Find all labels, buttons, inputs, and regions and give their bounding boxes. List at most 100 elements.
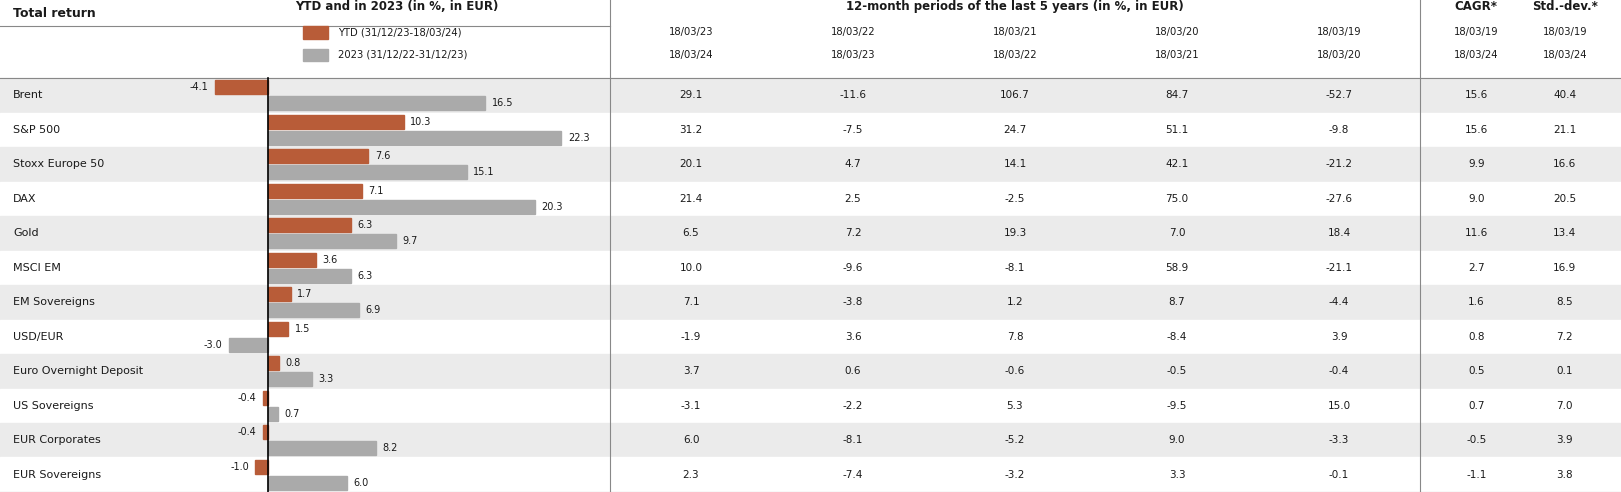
Text: EUR Corporates: EUR Corporates — [13, 435, 101, 445]
Text: 1.2: 1.2 — [1007, 297, 1023, 307]
Text: -8.1: -8.1 — [843, 435, 864, 445]
Bar — [0, 319, 1621, 354]
Text: 7.6: 7.6 — [374, 151, 391, 161]
Text: -21.1: -21.1 — [1326, 263, 1352, 273]
Text: 18/03/23: 18/03/23 — [669, 28, 713, 37]
Text: 22.3: 22.3 — [567, 133, 590, 143]
Text: -7.5: -7.5 — [843, 125, 864, 135]
Bar — [269, 184, 361, 198]
Text: -0.1: -0.1 — [1329, 470, 1349, 480]
Text: -3.1: -3.1 — [681, 401, 702, 411]
Text: -2.5: -2.5 — [1005, 194, 1024, 204]
Bar — [269, 149, 368, 163]
Text: 0.5: 0.5 — [1469, 366, 1485, 376]
Text: 11.6: 11.6 — [1465, 228, 1488, 238]
Text: 1.6: 1.6 — [1469, 297, 1485, 307]
Bar — [269, 96, 485, 110]
Bar — [269, 200, 535, 214]
Bar — [0, 250, 1621, 285]
Text: 18/03/23: 18/03/23 — [830, 50, 875, 60]
Text: 51.1: 51.1 — [1165, 125, 1188, 135]
Text: 18/03/22: 18/03/22 — [992, 50, 1037, 60]
Text: -21.2: -21.2 — [1326, 159, 1352, 169]
Text: -2.2: -2.2 — [843, 401, 864, 411]
Bar — [0, 113, 1621, 147]
Text: 18/03/21: 18/03/21 — [992, 28, 1037, 37]
Text: 18/03/20: 18/03/20 — [1154, 28, 1200, 37]
Text: YTD and in 2023 (in %, in EUR): YTD and in 2023 (in %, in EUR) — [295, 0, 498, 13]
Text: 15.0: 15.0 — [1328, 401, 1350, 411]
Text: 13.4: 13.4 — [1553, 228, 1576, 238]
Text: 3.9: 3.9 — [1556, 435, 1572, 445]
Text: 3.6: 3.6 — [845, 332, 861, 342]
Text: 58.9: 58.9 — [1165, 263, 1188, 273]
Text: -3.3: -3.3 — [1329, 435, 1349, 445]
Text: 1.5: 1.5 — [295, 324, 310, 334]
Bar — [269, 115, 404, 129]
Text: 0.7: 0.7 — [1469, 401, 1485, 411]
Text: 2.7: 2.7 — [1469, 263, 1485, 273]
Bar — [0, 354, 1621, 389]
Bar — [269, 234, 396, 248]
Text: 15.6: 15.6 — [1465, 125, 1488, 135]
Text: -9.8: -9.8 — [1329, 125, 1349, 135]
Text: 7.2: 7.2 — [1556, 332, 1572, 342]
Bar — [269, 287, 290, 301]
Bar — [269, 303, 360, 317]
Text: 18/03/24: 18/03/24 — [669, 50, 713, 60]
Text: 24.7: 24.7 — [1003, 125, 1026, 135]
Text: MSCI EM: MSCI EM — [13, 263, 62, 273]
Bar — [269, 218, 352, 232]
Text: 20.5: 20.5 — [1553, 194, 1576, 204]
Text: US Sovereigns: US Sovereigns — [13, 401, 94, 411]
Text: 16.6: 16.6 — [1553, 159, 1576, 169]
Text: 18/03/21: 18/03/21 — [1154, 50, 1200, 60]
Text: 6.3: 6.3 — [358, 220, 373, 230]
Text: 9.0: 9.0 — [1169, 435, 1185, 445]
Text: 9.0: 9.0 — [1469, 194, 1485, 204]
Text: 3.6: 3.6 — [323, 255, 337, 265]
Text: 2.3: 2.3 — [682, 470, 699, 480]
Text: Total return: Total return — [13, 6, 96, 20]
Bar — [269, 269, 352, 283]
Text: Euro Overnight Deposit: Euro Overnight Deposit — [13, 366, 143, 376]
Bar — [214, 80, 269, 94]
Bar — [0, 216, 1621, 250]
Bar — [0, 285, 1621, 319]
Text: DAX: DAX — [13, 194, 36, 204]
Text: -1.1: -1.1 — [1465, 470, 1486, 480]
Text: 0.6: 0.6 — [845, 366, 861, 376]
Bar — [0, 78, 1621, 113]
Text: EM Sovereigns: EM Sovereigns — [13, 297, 96, 307]
Text: 2023 (31/12/22-31/12/23): 2023 (31/12/22-31/12/23) — [339, 50, 467, 60]
Text: -52.7: -52.7 — [1326, 90, 1352, 100]
Text: 9.7: 9.7 — [402, 236, 418, 246]
Text: -0.4: -0.4 — [238, 427, 256, 437]
Text: 0.8: 0.8 — [1469, 332, 1485, 342]
Text: 9.9: 9.9 — [1469, 159, 1485, 169]
Text: 31.2: 31.2 — [679, 125, 702, 135]
Text: 42.1: 42.1 — [1165, 159, 1188, 169]
Text: -3.0: -3.0 — [204, 340, 222, 350]
Text: 15.1: 15.1 — [473, 167, 494, 177]
Text: -3.8: -3.8 — [843, 297, 864, 307]
Text: 0.7: 0.7 — [284, 409, 300, 419]
Bar — [269, 372, 311, 386]
Text: 7.0: 7.0 — [1556, 401, 1572, 411]
Text: -0.5: -0.5 — [1167, 366, 1187, 376]
Bar — [263, 425, 269, 439]
Bar — [269, 476, 347, 490]
Text: 18/03/19: 18/03/19 — [1316, 28, 1362, 37]
Text: 75.0: 75.0 — [1165, 194, 1188, 204]
Text: -5.2: -5.2 — [1005, 435, 1024, 445]
Text: 18/03/20: 18/03/20 — [1316, 50, 1362, 60]
Text: 6.9: 6.9 — [366, 306, 381, 315]
Bar — [254, 460, 269, 474]
Text: 18/03/19: 18/03/19 — [1454, 28, 1498, 37]
Text: -8.4: -8.4 — [1167, 332, 1187, 342]
Text: EUR Sovereigns: EUR Sovereigns — [13, 470, 101, 480]
Text: 18/03/24: 18/03/24 — [1543, 50, 1587, 60]
Text: 6.3: 6.3 — [358, 271, 373, 281]
Bar — [269, 252, 316, 267]
Bar — [0, 423, 1621, 458]
